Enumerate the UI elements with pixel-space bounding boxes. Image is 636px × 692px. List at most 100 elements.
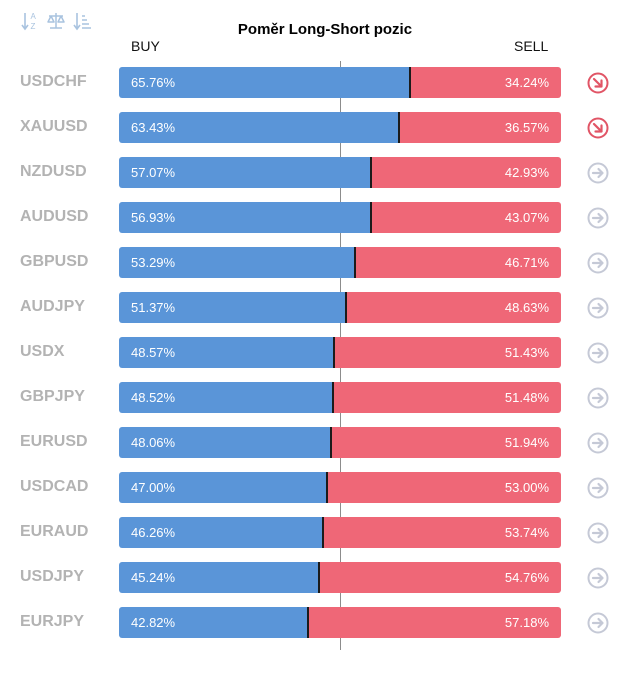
sell-percent-label: 53.00% <box>504 480 549 495</box>
balance-scale-icon[interactable] <box>46 10 66 32</box>
ratio-divider <box>332 382 334 413</box>
table-row[interactable]: AUDUSD 56.93% 43.07% <box>0 202 636 233</box>
ratio-bar: 51.37% 48.63% <box>119 292 561 323</box>
symbol-label: EURUSD <box>20 433 88 450</box>
table-row[interactable]: XAUUSD 63.43% 36.57% <box>0 112 636 143</box>
sell-column-label: SELL <box>514 38 549 54</box>
sell-percent-label: 51.94% <box>504 435 549 450</box>
ratio-bar: 42.82% 57.18% <box>119 607 561 638</box>
sell-bar <box>308 607 561 638</box>
table-row[interactable]: EURJPY 42.82% 57.18% <box>0 607 636 638</box>
symbol-label: AUDJPY <box>20 298 85 315</box>
table-row[interactable]: GBPUSD 53.29% 46.71% <box>0 247 636 278</box>
sell-percent-label: 51.48% <box>504 390 549 405</box>
sell-bar <box>319 562 561 593</box>
symbol-label: USDJPY <box>20 568 85 585</box>
sell-percent-label: 46.71% <box>504 255 549 270</box>
arrow-right-icon[interactable] <box>587 162 609 184</box>
sell-percent-label: 54.76% <box>504 570 549 585</box>
sell-percent-label: 43.07% <box>504 210 549 225</box>
ratio-divider <box>370 157 372 188</box>
table-row[interactable]: EURAUD 46.26% 53.74% <box>0 517 636 548</box>
buy-bar <box>119 337 334 368</box>
symbol-label: GBPUSD <box>20 253 89 270</box>
buy-bar <box>119 472 327 503</box>
sell-percent-label: 48.63% <box>504 300 549 315</box>
toolbar: A Z <box>20 10 92 32</box>
sell-percent-label: 42.93% <box>504 165 549 180</box>
table-row[interactable]: NZDUSD 57.07% 42.93% <box>0 157 636 188</box>
buy-percent-label: 42.82% <box>131 615 176 630</box>
ratio-bar: 47.00% 53.00% <box>119 472 561 503</box>
ratio-divider <box>345 292 347 323</box>
ratio-divider <box>409 67 411 98</box>
buy-bar <box>119 247 355 278</box>
buy-percent-label: 46.26% <box>131 525 176 540</box>
arrow-down-right-icon[interactable] <box>587 117 609 139</box>
ratio-bar: 65.76% 34.24% <box>119 67 561 98</box>
sell-bar <box>399 112 561 143</box>
table-row[interactable]: USDCAD 47.00% 53.00% <box>0 472 636 503</box>
sell-percent-label: 34.24% <box>504 75 549 90</box>
ratio-divider <box>398 112 400 143</box>
arrow-right-icon[interactable] <box>587 522 609 544</box>
ratio-divider <box>318 562 320 593</box>
sell-bar <box>327 472 561 503</box>
buy-percent-label: 65.76% <box>131 75 176 90</box>
ratio-divider <box>333 337 335 368</box>
ratio-divider <box>307 607 309 638</box>
arrow-right-icon[interactable] <box>587 342 609 364</box>
symbol-label: NZDUSD <box>20 163 87 180</box>
symbol-label: GBPJPY <box>20 388 85 405</box>
table-row[interactable]: GBPJPY 48.52% 51.48% <box>0 382 636 413</box>
arrow-down-right-icon[interactable] <box>587 72 609 94</box>
buy-percent-label: 48.52% <box>131 390 176 405</box>
sell-percent-label: 36.57% <box>504 120 549 135</box>
sell-bar <box>371 202 561 233</box>
buy-percent-label: 56.93% <box>131 210 176 225</box>
svg-text:A: A <box>31 12 37 21</box>
arrow-right-icon[interactable] <box>587 477 609 499</box>
table-row[interactable]: EURUSD 48.06% 51.94% <box>0 427 636 458</box>
arrow-right-icon[interactable] <box>587 387 609 409</box>
arrow-right-icon[interactable] <box>587 567 609 589</box>
ratio-bar: 48.06% 51.94% <box>119 427 561 458</box>
table-row[interactable]: USDJPY 45.24% 54.76% <box>0 562 636 593</box>
arrow-right-icon[interactable] <box>587 612 609 634</box>
ratio-bar: 48.52% 51.48% <box>119 382 561 413</box>
symbol-label: USDCHF <box>20 73 87 90</box>
ratio-bar: 56.93% 43.07% <box>119 202 561 233</box>
ratio-bar: 48.57% 51.43% <box>119 337 561 368</box>
symbol-label: XAUUSD <box>20 118 88 135</box>
buy-bar <box>119 157 371 188</box>
sell-bar <box>371 157 561 188</box>
symbol-label: USDCAD <box>20 478 89 495</box>
table-row[interactable]: USDX 48.57% 51.43% <box>0 337 636 368</box>
buy-bar <box>119 202 371 233</box>
sell-percent-label: 51.43% <box>504 345 549 360</box>
sell-bar <box>355 247 561 278</box>
buy-percent-label: 51.37% <box>131 300 176 315</box>
table-row[interactable]: AUDJPY 51.37% 48.63% <box>0 292 636 323</box>
ratio-bar: 46.26% 53.74% <box>119 517 561 548</box>
arrow-right-icon[interactable] <box>587 297 609 319</box>
arrow-right-icon[interactable] <box>587 432 609 454</box>
ratio-divider <box>370 202 372 233</box>
sort-alpha-icon[interactable]: A Z <box>20 10 40 32</box>
buy-percent-label: 53.29% <box>131 255 176 270</box>
table-row[interactable]: USDCHF 65.76% 34.24% <box>0 67 636 98</box>
svg-text:Z: Z <box>31 22 36 31</box>
buy-bar <box>119 67 410 98</box>
ratio-divider <box>322 517 324 548</box>
sell-bar <box>410 67 561 98</box>
ratio-divider <box>330 427 332 458</box>
arrow-right-icon[interactable] <box>587 252 609 274</box>
sell-percent-label: 53.74% <box>504 525 549 540</box>
buy-percent-label: 48.06% <box>131 435 176 450</box>
buy-percent-label: 45.24% <box>131 570 176 585</box>
sort-amount-icon[interactable] <box>72 10 92 32</box>
buy-bar <box>119 607 308 638</box>
ratio-divider <box>354 247 356 278</box>
arrow-right-icon[interactable] <box>587 207 609 229</box>
buy-bar <box>119 112 399 143</box>
